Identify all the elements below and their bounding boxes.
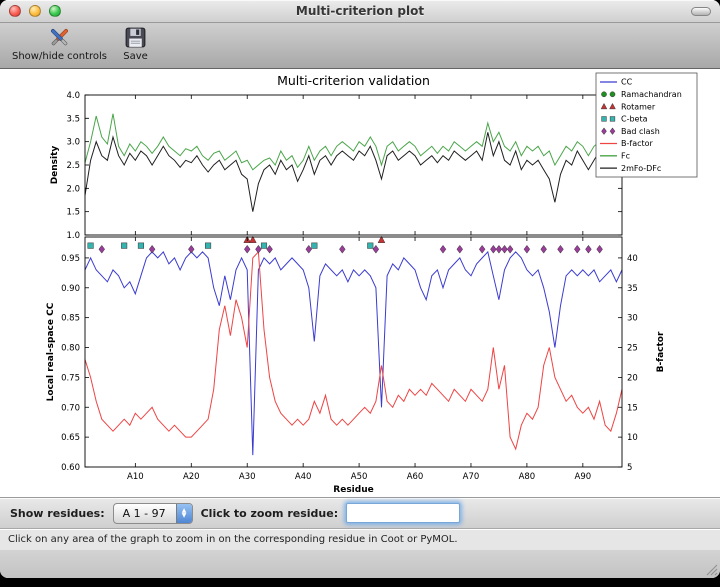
svg-text:A80: A80 bbox=[519, 472, 536, 482]
svg-text:0.60: 0.60 bbox=[61, 463, 80, 473]
svg-text:0.95: 0.95 bbox=[61, 254, 80, 264]
controls-bar: Show residues: A 1 - 97 ▲ ▼ Click to zoom… bbox=[0, 497, 720, 528]
show-hide-controls-button[interactable]: Show/hide controls bbox=[12, 25, 107, 62]
titlebar[interactable]: Multi-criterion plot bbox=[0, 0, 720, 23]
svg-text:Multi-criterion validation: Multi-criterion validation bbox=[277, 73, 430, 88]
svg-text:Fc: Fc bbox=[621, 152, 630, 161]
svg-text:15: 15 bbox=[627, 403, 638, 413]
svg-text:Rotamer: Rotamer bbox=[621, 102, 656, 111]
svg-text:20: 20 bbox=[627, 373, 638, 383]
svg-text:3.0: 3.0 bbox=[66, 138, 80, 148]
svg-text:0.65: 0.65 bbox=[61, 433, 80, 443]
svg-text:1.0: 1.0 bbox=[66, 231, 80, 241]
zoom-residue-input[interactable] bbox=[346, 503, 461, 523]
svg-text:1.5: 1.5 bbox=[66, 208, 80, 218]
toolbar: Show/hide controls Save bbox=[0, 23, 720, 69]
plot-area[interactable]: Multi-criterion validation A10 A20 A30 A40 A5… bbox=[0, 69, 720, 497]
svg-text:A70: A70 bbox=[463, 472, 480, 482]
close-button[interactable] bbox=[9, 5, 21, 17]
svg-text:A30: A30 bbox=[239, 472, 256, 482]
svg-text:Ramachandran: Ramachandran bbox=[621, 90, 682, 99]
residue-range-select[interactable]: A 1 - 97 ▲ ▼ bbox=[112, 502, 193, 524]
svg-text:2.0: 2.0 bbox=[66, 184, 80, 194]
svg-text:B-factor: B-factor bbox=[656, 331, 666, 372]
window-bottom-filler bbox=[0, 550, 720, 578]
svg-text:A60: A60 bbox=[407, 472, 424, 482]
svg-text:Local real-space CC: Local real-space CC bbox=[46, 302, 56, 401]
svg-text:40: 40 bbox=[627, 254, 638, 264]
traffic-lights bbox=[0, 5, 61, 17]
stepper-arrows-icon: ▲ ▼ bbox=[175, 503, 192, 523]
zoom-button[interactable] bbox=[49, 5, 61, 17]
svg-text:A90: A90 bbox=[575, 472, 592, 482]
zoom-residue-label: Click to zoom residue: bbox=[200, 506, 339, 520]
multi-criterion-chart[interactable]: Multi-criterion validation A10 A20 A30 A40 A5… bbox=[0, 69, 720, 497]
svg-text:A20: A20 bbox=[183, 472, 200, 482]
save-label: Save bbox=[123, 51, 148, 62]
svg-text:A10: A10 bbox=[127, 472, 144, 482]
svg-text:Residue: Residue bbox=[333, 485, 373, 495]
svg-text:10: 10 bbox=[627, 433, 638, 443]
svg-text:0.70: 0.70 bbox=[61, 403, 80, 413]
window-title: Multi-criterion plot bbox=[295, 4, 425, 18]
svg-text:C-beta: C-beta bbox=[621, 115, 648, 124]
svg-text:35: 35 bbox=[627, 284, 638, 294]
svg-text:A40: A40 bbox=[295, 472, 312, 482]
svg-text:0.90: 0.90 bbox=[61, 284, 80, 294]
svg-text:2.5: 2.5 bbox=[66, 161, 80, 171]
crossed-tools-icon bbox=[51, 29, 68, 46]
svg-text:CC: CC bbox=[621, 78, 633, 87]
svg-text:2mFo-DFc: 2mFo-DFc bbox=[621, 164, 661, 173]
svg-text:25: 25 bbox=[627, 344, 638, 354]
chart-legend: CC Ramachandran Rotamer C-beta Bad clash B-fa… bbox=[595, 72, 698, 178]
svg-text:Density: Density bbox=[50, 146, 60, 185]
svg-text:0.80: 0.80 bbox=[61, 344, 80, 354]
minimize-button[interactable] bbox=[29, 5, 41, 17]
svg-text:B-factor: B-factor bbox=[621, 139, 654, 148]
svg-text:0.75: 0.75 bbox=[61, 373, 80, 383]
svg-text:Bad clash: Bad clash bbox=[621, 127, 660, 136]
show-hide-controls-label: Show/hide controls bbox=[12, 51, 108, 62]
toolbar-toggle-button[interactable] bbox=[691, 7, 711, 16]
svg-text:5: 5 bbox=[627, 463, 632, 473]
svg-text:4.0: 4.0 bbox=[66, 91, 80, 101]
save-icon bbox=[125, 27, 146, 48]
svg-text:30: 30 bbox=[627, 314, 638, 324]
status-text: Click on any area of the graph to zoom i… bbox=[8, 534, 458, 545]
show-residues-label: Show residues: bbox=[10, 506, 105, 520]
save-button[interactable]: Save bbox=[123, 25, 148, 62]
outlier-markers bbox=[87, 235, 603, 254]
status-bar: Click on any area of the graph to zoom i… bbox=[0, 528, 720, 550]
svg-text:A50: A50 bbox=[351, 472, 368, 482]
svg-text:3.5: 3.5 bbox=[66, 114, 80, 124]
residue-range-value: A 1 - 97 bbox=[122, 506, 166, 520]
resize-grip[interactable] bbox=[704, 562, 718, 576]
svg-text:0.85: 0.85 bbox=[61, 314, 80, 324]
